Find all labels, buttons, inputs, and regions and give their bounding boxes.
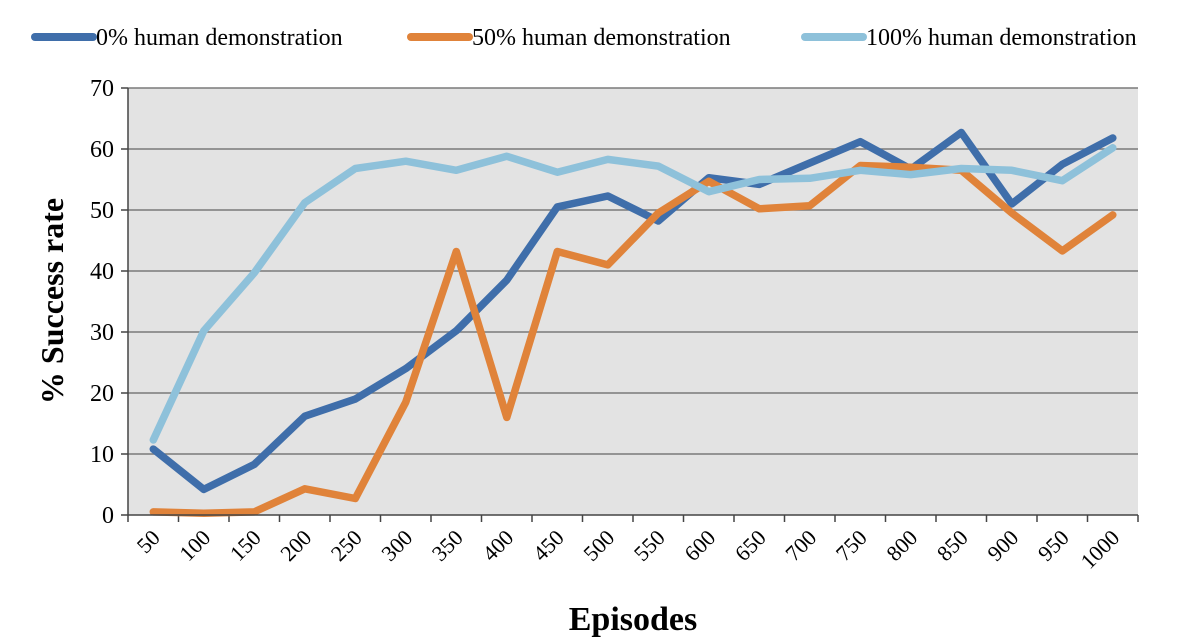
x-tick-label: 500: [578, 525, 619, 566]
plot-area: [128, 88, 1138, 515]
series-lines: [149, 128, 1117, 517]
x-tick-label: 450: [528, 525, 569, 566]
x-tick-label: 650: [730, 525, 771, 566]
legend-label-1: 50% human demonstration: [472, 25, 731, 51]
x-tick-label: 400: [477, 525, 518, 566]
x-tick-label: 150: [225, 525, 266, 566]
x-tick-label: 1000: [1075, 525, 1124, 574]
x-tick-label: 200: [275, 525, 316, 566]
series-line-2: [149, 144, 1117, 444]
x-tick-label: 900: [982, 525, 1023, 566]
axes: [127, 88, 1138, 516]
legend: 0% human demonstration 50% human demonstr…: [31, 25, 1137, 51]
x-axis-ticks: 50 100 150 200 250 300 350 400 450 500 550 600 650 70…: [127, 515, 1139, 574]
x-tick-label: 250: [326, 525, 367, 566]
x-tick-label: 800: [881, 525, 922, 566]
x-tick-label: 750: [831, 525, 872, 566]
y-axis-ticks: 0 10 20 30 40 50 60 70: [90, 76, 128, 529]
x-tick-label: 100: [174, 525, 215, 566]
x-tick-label: 850: [932, 525, 973, 566]
x-tick-label: 950: [1033, 525, 1074, 566]
x-axis-label: Episodes: [569, 601, 698, 638]
y-axis-label: % Success rate: [34, 198, 70, 404]
y-tick-label: 0: [102, 503, 114, 529]
series-line-0: [149, 128, 1117, 494]
x-tick-label: 700: [780, 525, 821, 566]
y-tick-label: 10: [90, 442, 114, 468]
y-tick-label: 40: [90, 259, 114, 285]
x-tick-label: 600: [679, 525, 720, 566]
y-tick-label: 50: [90, 198, 114, 224]
legend-label-2: 100% human demonstration: [866, 25, 1137, 51]
x-tick-label: 300: [376, 525, 417, 566]
y-tick-label: 20: [90, 381, 114, 407]
legend-label-0: 0% human demonstration: [96, 25, 343, 51]
y-tick-label: 60: [90, 137, 114, 163]
y-tick-label: 70: [90, 76, 114, 102]
y-tick-label: 30: [90, 320, 114, 346]
x-tick-label: 350: [427, 525, 468, 566]
x-tick-label: 550: [629, 525, 670, 566]
x-tick-label: 50: [132, 525, 165, 558]
